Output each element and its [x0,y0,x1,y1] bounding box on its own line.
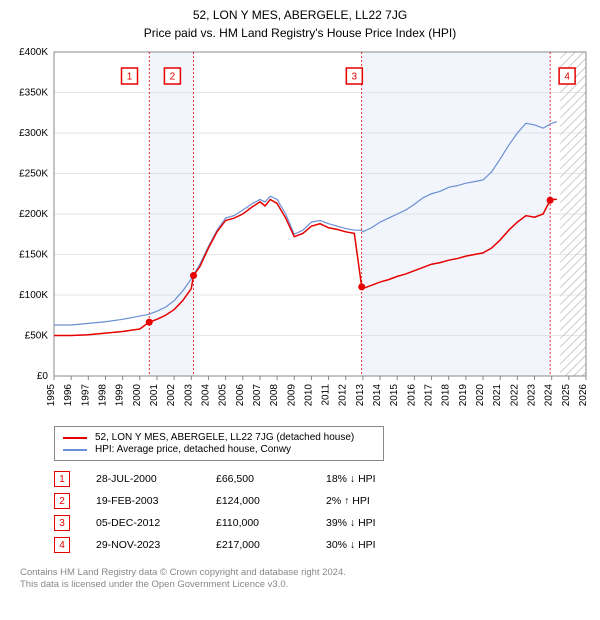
transaction-marker: 2 [54,493,70,509]
transaction-row: 4 29-NOV-2023£217,00030% ↓ HPI [54,537,590,553]
transaction-price: £217,000 [216,539,326,551]
chart-svg: £0 £50K £100K £150K £200K £250K £300K £350K £400… [10,48,590,418]
svg-text:2021: 2021 [492,384,503,407]
svg-text:2000: 2000 [132,384,143,407]
svg-text:2006: 2006 [235,384,246,407]
transaction-marker: 1 [54,471,70,487]
svg-text:3: 3 [352,72,358,83]
svg-text:2023: 2023 [527,384,538,407]
svg-text:£350K: £350K [19,88,48,99]
transaction-date: 19-FEB-2003 [96,495,216,507]
legend: 52, LON Y MES, ABERGELE, LL22 7JG (detac… [54,426,384,461]
svg-text:2017: 2017 [424,384,435,407]
svg-text:2016: 2016 [406,384,417,407]
svg-text:2001: 2001 [149,384,160,407]
svg-text:1995: 1995 [46,384,57,407]
transaction-row: 3 05-DEC-2012£110,00039% ↓ HPI [54,515,590,531]
chart-title: 52, LON Y MES, ABERGELE, LL22 7JG [10,8,590,22]
svg-text:£0: £0 [37,371,49,382]
transaction-pct: 2% ↑ HPI [326,495,446,507]
legend-label: 52, LON Y MES, ABERGELE, LL22 7JG (detac… [95,432,354,443]
svg-text:£400K: £400K [19,48,48,58]
svg-text:2010: 2010 [303,384,314,407]
svg-text:1997: 1997 [80,384,91,407]
transaction-row: 1 28-JUL-2000£66,50018% ↓ HPI [54,471,590,487]
footer-line2: This data is licensed under the Open Gov… [20,579,590,591]
svg-text:2005: 2005 [218,384,229,407]
transaction-marker: 4 [54,537,70,553]
svg-text:2004: 2004 [200,384,211,407]
svg-text:2019: 2019 [458,384,469,407]
legend-label: HPI: Average price, detached house, Conw… [95,444,291,455]
svg-text:2025: 2025 [561,384,572,407]
legend-item: HPI: Average price, detached house, Conw… [63,444,375,455]
svg-text:2013: 2013 [355,384,366,407]
svg-text:£300K: £300K [19,128,48,139]
transaction-price: £110,000 [216,517,326,529]
transaction-pct: 39% ↓ HPI [326,517,446,529]
svg-text:1999: 1999 [115,384,126,407]
svg-text:2009: 2009 [286,384,297,407]
svg-text:£150K: £150K [19,250,48,261]
legend-swatch [63,437,87,439]
transaction-marker: 3 [54,515,70,531]
footer-line1: Contains HM Land Registry data © Crown c… [20,567,590,579]
legend-item: 52, LON Y MES, ABERGELE, LL22 7JG (detac… [63,432,375,443]
transaction-pct: 18% ↓ HPI [326,473,446,485]
svg-text:1998: 1998 [97,384,108,407]
svg-text:2012: 2012 [338,384,349,407]
transaction-row: 2 19-FEB-2003£124,0002% ↑ HPI [54,493,590,509]
transaction-price: £66,500 [216,473,326,485]
svg-text:2014: 2014 [372,384,383,407]
footer-text: Contains HM Land Registry data © Crown c… [20,567,590,592]
svg-text:£200K: £200K [19,209,48,220]
svg-text:2015: 2015 [389,384,400,407]
svg-text:£100K: £100K [19,290,48,301]
transaction-table: 1 28-JUL-2000£66,50018% ↓ HPI 2 19-FEB-2003… [54,471,590,553]
svg-text:£250K: £250K [19,169,48,180]
legend-swatch [63,449,87,451]
chart-area: £0 £50K £100K £150K £200K £250K £300K £350K £400… [10,48,590,418]
svg-text:2018: 2018 [441,384,452,407]
svg-text:2022: 2022 [509,384,520,407]
transaction-date: 28-JUL-2000 [96,473,216,485]
svg-text:2026: 2026 [578,384,589,407]
svg-text:2008: 2008 [269,384,280,407]
transaction-pct: 30% ↓ HPI [326,539,446,551]
svg-text:2007: 2007 [252,384,263,407]
svg-text:£50K: £50K [25,331,49,342]
svg-text:2020: 2020 [475,384,486,407]
transaction-date: 05-DEC-2012 [96,517,216,529]
svg-text:2002: 2002 [166,384,177,407]
svg-text:1: 1 [127,72,133,83]
chart-subtitle: Price paid vs. HM Land Registry's House … [10,26,590,40]
transaction-price: £124,000 [216,495,326,507]
svg-text:2003: 2003 [183,384,194,407]
svg-text:2011: 2011 [321,384,332,406]
transaction-date: 29-NOV-2023 [96,539,216,551]
svg-text:1996: 1996 [63,384,74,407]
svg-text:4: 4 [564,72,570,83]
svg-text:2: 2 [170,72,176,83]
svg-text:2024: 2024 [544,384,555,407]
